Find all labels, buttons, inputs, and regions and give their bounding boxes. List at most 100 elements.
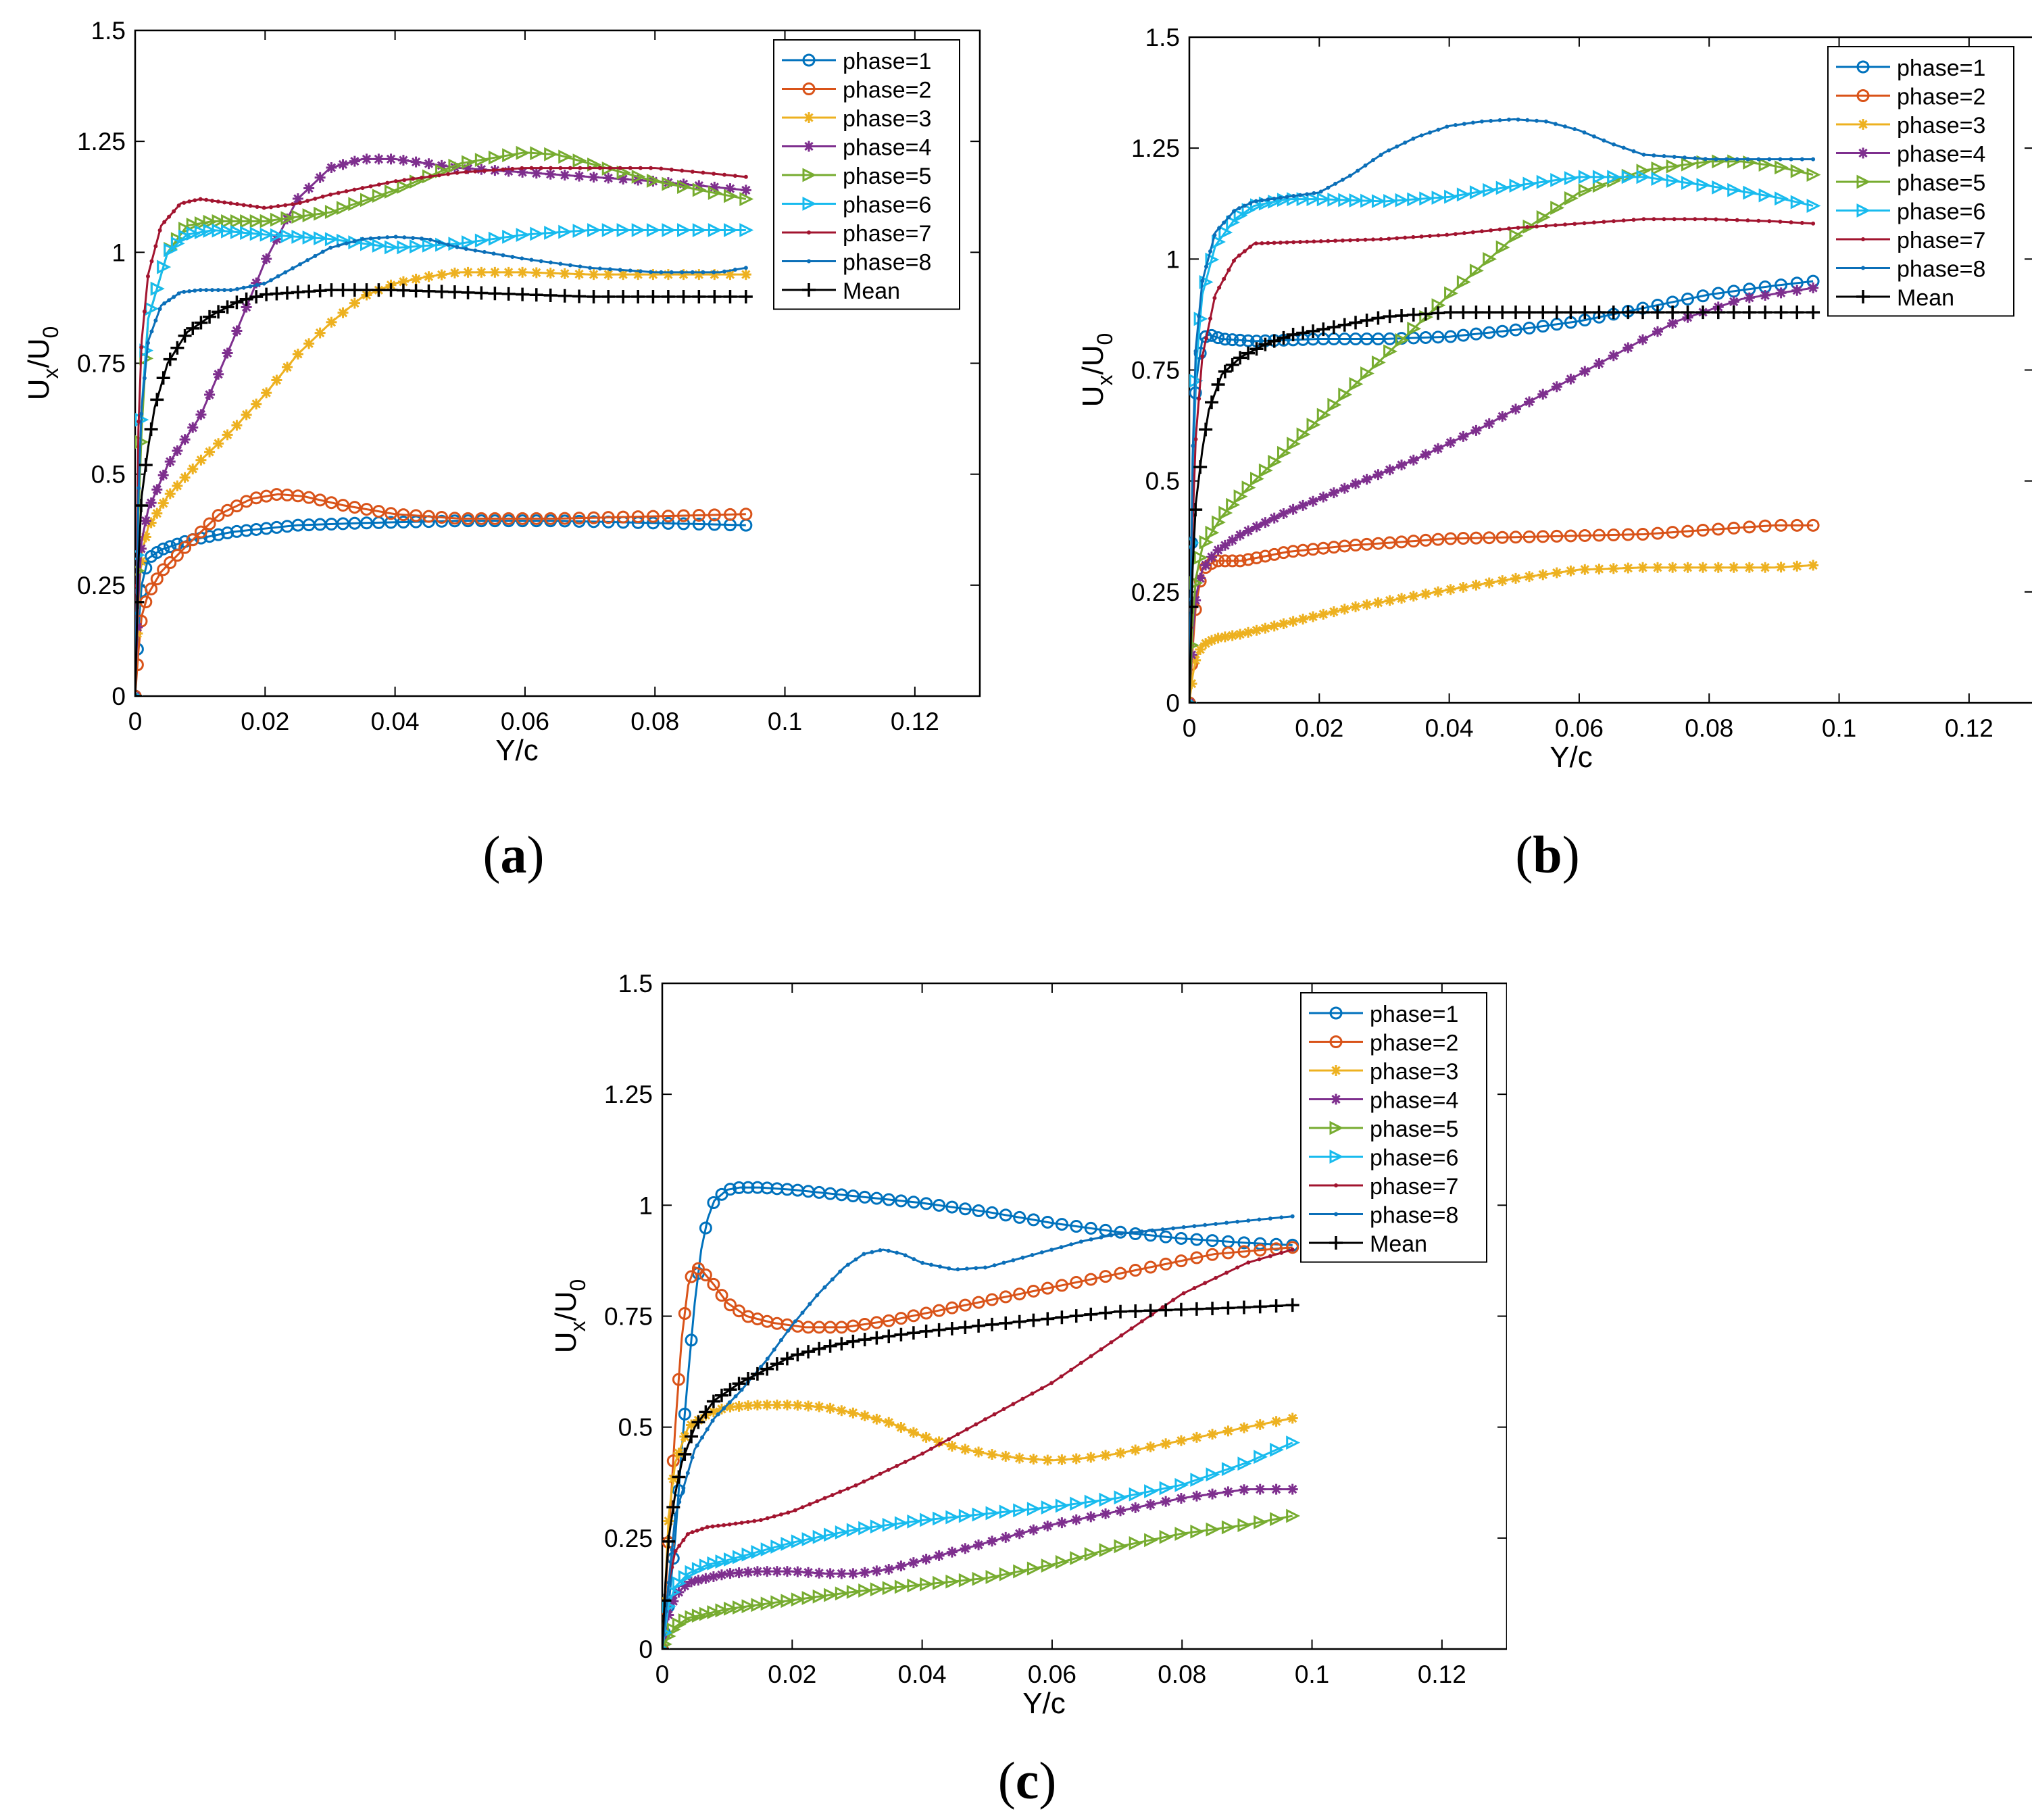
data-point <box>1238 1422 1249 1433</box>
y-tick-label: 1.25 <box>1131 134 1180 162</box>
data-point <box>1622 342 1634 353</box>
data-point <box>212 223 226 238</box>
data-point <box>1221 1301 1235 1315</box>
data-point <box>681 1485 686 1490</box>
data-point <box>1191 443 1195 448</box>
data-point <box>778 1512 783 1517</box>
data-point <box>1444 532 1458 545</box>
data-point <box>1497 227 1502 232</box>
data-point <box>1049 1248 1054 1252</box>
data-point <box>276 274 280 278</box>
legend-entry: phase=1 <box>1309 1002 1458 1027</box>
data-point <box>1651 161 1666 176</box>
data-point <box>690 169 695 174</box>
data-point <box>449 267 460 278</box>
data-point <box>1312 191 1316 195</box>
legend-label: phase=4 <box>1897 142 1985 168</box>
data-point <box>1636 170 1651 185</box>
data-point <box>608 166 612 170</box>
data-point <box>1808 282 1819 294</box>
series-line <box>662 1246 1293 1649</box>
data-point <box>1159 1303 1173 1317</box>
data-point <box>270 212 284 227</box>
data-point <box>1020 1255 1025 1260</box>
data-point <box>685 1532 690 1537</box>
data-point <box>859 1410 870 1422</box>
data-point <box>1550 305 1564 320</box>
data-point <box>402 178 407 182</box>
data-point <box>781 1399 793 1410</box>
data-point <box>1411 235 1416 239</box>
data-point <box>297 201 302 205</box>
data-point <box>352 187 357 192</box>
data-point <box>973 1446 985 1458</box>
y-tick-label: 0.25 <box>1131 579 1180 606</box>
data-point <box>1328 487 1339 499</box>
data-point <box>1790 195 1805 210</box>
data-point <box>733 268 737 272</box>
data-point <box>241 301 252 313</box>
data-point <box>1199 274 1214 289</box>
data-point <box>313 284 327 298</box>
y-tick-label: 0.75 <box>77 350 126 378</box>
data-point <box>1579 366 1591 377</box>
data-point <box>964 1266 969 1271</box>
data-point <box>462 266 474 278</box>
data-point <box>1724 157 1729 162</box>
data-point <box>488 512 501 525</box>
data-point <box>1760 562 1771 573</box>
data-point <box>692 290 706 303</box>
data-point <box>858 1317 872 1331</box>
data-point <box>1525 225 1530 230</box>
data-point <box>771 1566 783 1577</box>
data-point <box>1522 321 1536 335</box>
data-point <box>1672 155 1677 159</box>
data-point <box>1199 535 1214 549</box>
x-tick-label: 0.02 <box>241 708 289 735</box>
data-point <box>903 1459 908 1464</box>
legend-entry: phase=2 <box>1309 1031 1458 1056</box>
y-tick-label: 1 <box>639 1191 653 1219</box>
data-point <box>1243 626 1254 638</box>
data-point <box>1219 631 1231 643</box>
data-point <box>1711 305 1725 320</box>
data-point <box>1495 324 1509 338</box>
data-point <box>1212 331 1225 345</box>
data-point <box>162 301 167 305</box>
data-point <box>1522 176 1537 191</box>
data-point <box>1360 314 1374 328</box>
data-point <box>786 1328 791 1333</box>
x-axis-label: Y/c <box>495 734 539 767</box>
data-point <box>1241 346 1256 360</box>
data-point <box>1562 222 1567 227</box>
data-point <box>1800 157 1804 162</box>
data-point <box>1159 1529 1174 1544</box>
data-point <box>679 1580 691 1592</box>
data-point <box>149 329 154 334</box>
data-point <box>1260 198 1264 203</box>
data-point <box>780 1594 795 1608</box>
data-point <box>502 512 516 525</box>
data-point <box>933 1575 947 1590</box>
data-point <box>690 1455 695 1460</box>
data-point <box>1651 172 1666 186</box>
data-point <box>765 1516 770 1521</box>
data-point <box>1339 483 1350 494</box>
data-point <box>1193 349 1198 353</box>
data-point <box>164 540 177 554</box>
data-point <box>1207 1488 1218 1500</box>
data-point <box>1297 499 1309 511</box>
data-point <box>462 235 476 250</box>
data-point <box>1114 1539 1129 1554</box>
data-point <box>1789 220 1793 224</box>
data-point <box>1806 305 1820 320</box>
data-point <box>708 223 722 237</box>
data-point <box>292 193 303 205</box>
data-point <box>800 1310 805 1315</box>
data-point <box>372 505 385 518</box>
y-axis-label-mid: /U <box>1076 345 1110 375</box>
data-point <box>1041 1281 1054 1295</box>
caption-c: (c) <box>997 1751 1057 1810</box>
data-point <box>193 289 197 293</box>
data-point <box>437 240 441 245</box>
